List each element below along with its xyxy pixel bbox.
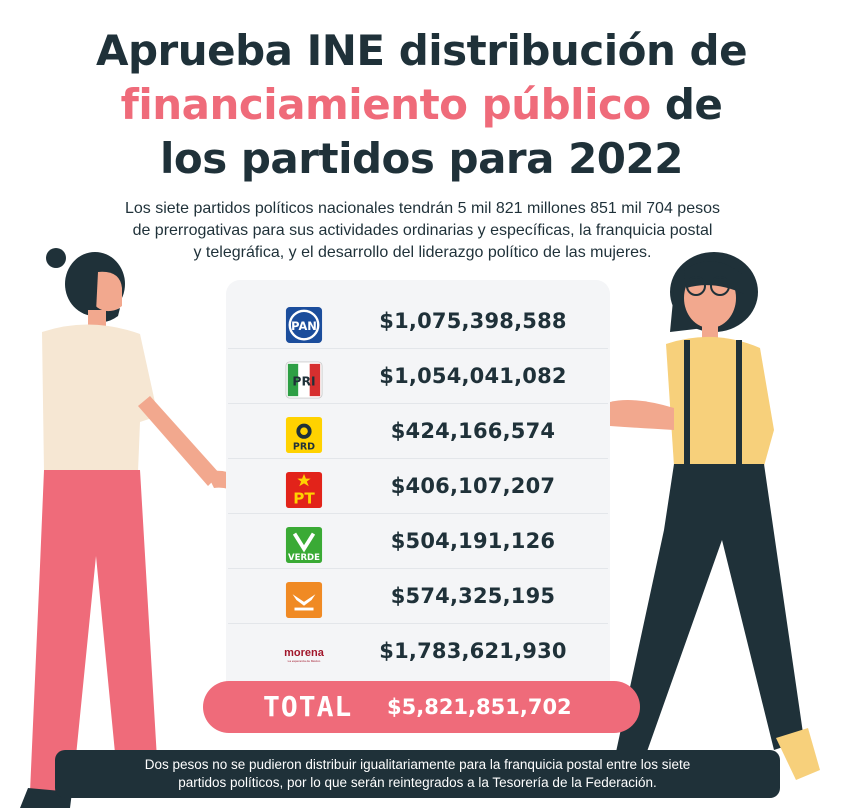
movimiento-ciudadano-logo-icon: [285, 581, 323, 619]
pt-logo-icon: PT: [285, 471, 323, 509]
total-amount: $5,821,851,702: [387, 695, 572, 719]
amount-verde: $504,191,126: [390, 529, 556, 553]
table-row-morena: morena La esperanza de México $1,783,621…: [228, 624, 608, 679]
footnote: Dos pesos no se pudieron distribuir igua…: [55, 750, 780, 798]
pri-logo-icon: PRI: [285, 361, 323, 399]
table-row-mc: $574,325,195: [228, 569, 608, 624]
woman-illustration: [610, 252, 820, 780]
amount-mc: $574,325,195: [390, 584, 556, 608]
morena-logo-icon: morena La esperanza de México: [284, 636, 324, 674]
title-line-2-rest: de: [650, 80, 723, 129]
table-row-pan: PAN $1,075,398,588: [228, 294, 608, 349]
title-line-1: Aprueba INE distribución de: [95, 26, 748, 75]
title-line-3: los partidos para 2022: [160, 134, 683, 183]
svg-text:PRI: PRI: [292, 375, 315, 389]
amount-pt: $406,107,207: [390, 474, 556, 498]
subtitle-line-2: de prerrogativas para sus actividades or…: [132, 222, 713, 239]
amount-pri: $1,054,041,082: [379, 364, 567, 388]
table-row-pt: PT $406,107,207: [228, 459, 608, 514]
subtitle: Los siete partidos políticos nacionales …: [90, 198, 755, 264]
svg-text:PT: PT: [293, 489, 315, 507]
morena-logo-tagline: La esperanza de México: [287, 658, 321, 663]
amount-morena: $1,783,621,930: [379, 639, 567, 663]
table-row-prd: PRD $424,166,574: [228, 404, 608, 459]
man-illustration: [20, 248, 248, 808]
svg-text:PAN: PAN: [291, 319, 317, 333]
morena-logo-text: morena: [284, 646, 324, 659]
total-label: TOTAL: [263, 690, 353, 723]
total-bar: TOTAL $5,821,851,702: [203, 681, 640, 733]
pan-logo-icon: PAN: [285, 306, 323, 344]
footnote-line-2: partidos políticos, por lo que serán rei…: [178, 775, 657, 790]
subtitle-line-3: y telegráfica, y el desarrollo del lider…: [193, 244, 652, 261]
table-row-pri: PRI $1,054,041,082: [228, 349, 608, 404]
svg-text:VERDE: VERDE: [288, 553, 320, 563]
subtitle-line-1: Los siete partidos políticos nacionales …: [124, 200, 720, 217]
page-title: Aprueba INE distribución de financiamien…: [0, 24, 843, 186]
footer-logos: [150, 800, 750, 808]
title-highlight: financiamiento público: [120, 80, 652, 129]
amount-prd: $424,166,574: [390, 419, 556, 443]
title-line-2: financiamiento público de: [0, 78, 843, 132]
svg-text:PRD: PRD: [293, 441, 315, 452]
verde-logo-icon: VERDE: [285, 526, 323, 564]
prd-logo-icon: PRD: [285, 416, 323, 454]
footnote-line-1: Dos pesos no se pudieron distribuir igua…: [144, 757, 691, 772]
table-row-verde: VERDE $504,191,126: [228, 514, 608, 569]
amount-pan: $1,075,398,588: [379, 309, 567, 333]
